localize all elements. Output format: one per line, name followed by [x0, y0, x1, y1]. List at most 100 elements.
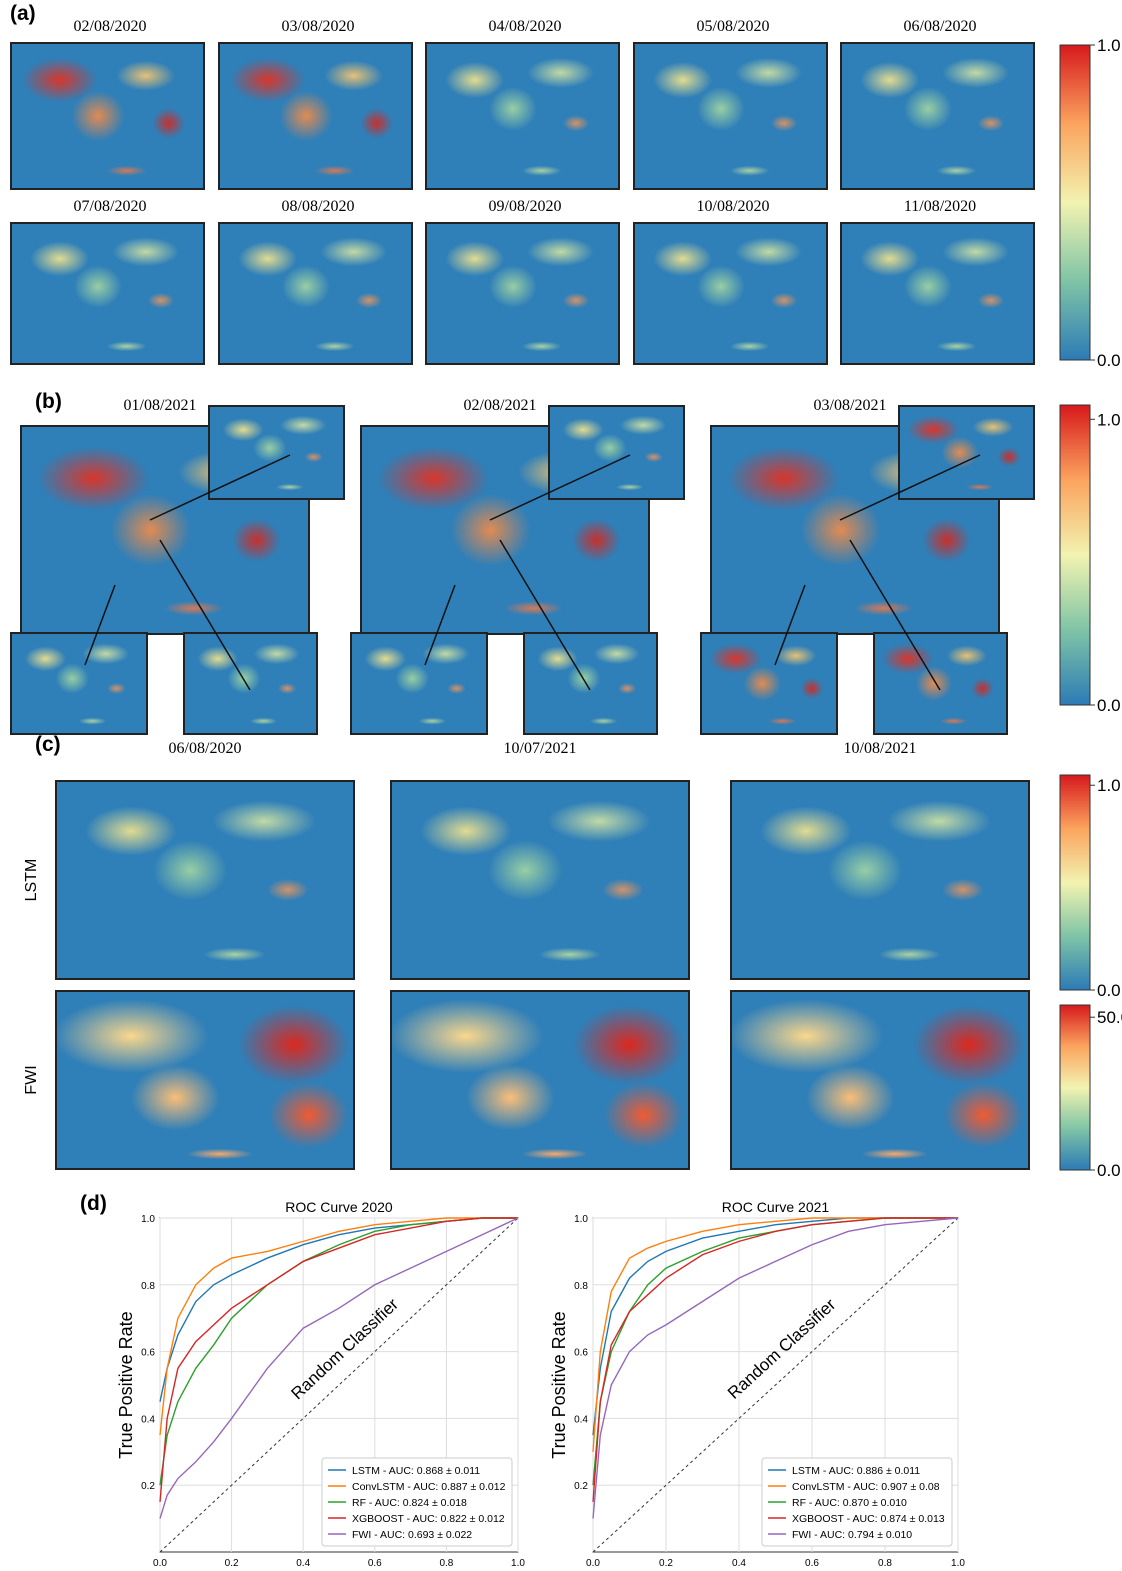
date-label: 11/08/2020	[903, 198, 977, 215]
map	[840, 222, 1035, 365]
map	[390, 780, 690, 980]
x-tick-label: 0.2	[659, 1558, 673, 1569]
x-tick-label: 0.6	[805, 1558, 819, 1569]
random-classifier-line	[592, 1217, 959, 1553]
arrow	[424, 584, 456, 666]
map	[548, 405, 685, 500]
date-label: 10/08/2021	[843, 740, 917, 757]
panel-label: (d)	[80, 1192, 107, 1215]
x-tick-label: 0.4	[732, 1558, 746, 1569]
legend-label: FWI - AUC: 0.794 ± 0.010	[792, 1529, 912, 1541]
x-tick-label: 1.0	[511, 1558, 525, 1569]
arrow	[149, 454, 291, 521]
map	[425, 42, 620, 190]
y-tick-label: 0.6	[141, 1348, 155, 1359]
colorbar-tick-label: 1.0	[1097, 410, 1121, 429]
colorbar-tick-label: 0.0	[1097, 696, 1121, 715]
legend-label: RF - AUC: 0.824 ± 0.018	[352, 1497, 467, 1509]
map	[425, 222, 620, 365]
y-tick-label: 1.0	[574, 1214, 588, 1225]
row-label: FWI	[23, 1065, 40, 1094]
colorbar	[1059, 774, 1091, 991]
map	[633, 42, 828, 190]
legend-label: LSTM - AUC: 0.868 ± 0.011	[352, 1465, 480, 1477]
y-tick-label: 0.4	[574, 1414, 588, 1425]
colorbar-tick-label: 0.0	[1097, 981, 1121, 1000]
map	[208, 405, 345, 500]
y-tick-label: 0.6	[574, 1348, 588, 1359]
chart-title: ROC Curve 2021	[722, 1199, 830, 1215]
colorbar	[1059, 404, 1091, 706]
map	[523, 632, 658, 735]
y-axis-label: True Positive Rate	[116, 1311, 136, 1458]
date-label: 01/08/2021	[123, 397, 197, 414]
roc-line	[159, 1217, 519, 1519]
x-tick-label: 0.4	[296, 1558, 310, 1569]
legend-label: RF - AUC: 0.870 ± 0.010	[792, 1497, 907, 1509]
legend-box	[321, 1457, 513, 1547]
x-tick-label: 0.8	[878, 1558, 892, 1569]
map	[218, 42, 413, 190]
row-label: LSTM	[23, 859, 40, 902]
legend-label: ConvLSTM - AUC: 0.887 ± 0.012	[352, 1481, 506, 1493]
date-label: 06/08/2020	[903, 18, 977, 35]
date-label: 07/08/2020	[73, 198, 147, 215]
date-label: 03/08/2020	[281, 18, 355, 35]
map	[898, 405, 1035, 500]
colorbar-tick-label: 1.0	[1097, 36, 1121, 55]
x-axis-label: False Positive Rate	[702, 1568, 848, 1571]
panel-label: (b)	[35, 390, 62, 413]
colorbar-tick-label: 50.0	[1097, 1008, 1122, 1027]
date-label: 10/08/2020	[696, 198, 770, 215]
legend-box	[761, 1457, 953, 1547]
legend-label: XGBOOST - AUC: 0.874 ± 0.013	[792, 1513, 945, 1525]
roc-line	[592, 1217, 958, 1502]
y-tick-label: 0.8	[574, 1281, 588, 1292]
roc-line	[159, 1217, 518, 1502]
arrow	[159, 539, 251, 691]
map	[873, 632, 1008, 735]
y-axis-label: True Positive Rate	[549, 1311, 569, 1458]
map	[633, 222, 828, 365]
date-label: 03/08/2021	[813, 397, 887, 414]
arrow	[849, 539, 941, 691]
map	[730, 780, 1030, 980]
date-label: 02/08/2020	[73, 18, 147, 35]
x-tick-label: 0.8	[439, 1558, 453, 1569]
map	[55, 990, 355, 1170]
x-tick-label: 1.0	[951, 1558, 965, 1569]
x-tick-label: 0.0	[586, 1558, 600, 1569]
map	[840, 42, 1035, 190]
map	[390, 990, 690, 1170]
date-label: 09/08/2020	[488, 198, 562, 215]
chart-title: ROC Curve 2020	[285, 1199, 393, 1215]
legend-label: LSTM - AUC: 0.886 ± 0.011	[792, 1465, 920, 1477]
arrow	[839, 454, 981, 521]
map	[350, 632, 488, 735]
panel-label: (a)	[10, 2, 36, 25]
map	[10, 222, 205, 365]
map	[10, 42, 205, 190]
roc-chart: 0.0 0.2 0.4 0.6 0.8 1.00.20.40.60.81.0Random …	[549, 1199, 965, 1571]
map	[218, 222, 413, 365]
map	[55, 780, 355, 980]
y-tick-label: 0.2	[141, 1481, 155, 1492]
x-tick-label: 0.2	[225, 1558, 239, 1569]
panel-label: (c)	[35, 733, 61, 756]
date-label: 05/08/2020	[696, 18, 770, 35]
map	[20, 425, 310, 635]
colorbar	[1059, 1004, 1091, 1171]
date-label: 04/08/2020	[488, 18, 562, 35]
map	[10, 632, 148, 735]
arrow	[84, 584, 116, 666]
y-tick-label: 1.0	[141, 1214, 155, 1225]
map	[730, 990, 1030, 1170]
colorbar-tick-label: 0.0	[1097, 1161, 1121, 1180]
map	[183, 632, 318, 735]
arrow	[499, 539, 591, 691]
arrow	[774, 584, 806, 666]
colorbar	[1059, 44, 1091, 361]
arrow	[489, 454, 631, 521]
